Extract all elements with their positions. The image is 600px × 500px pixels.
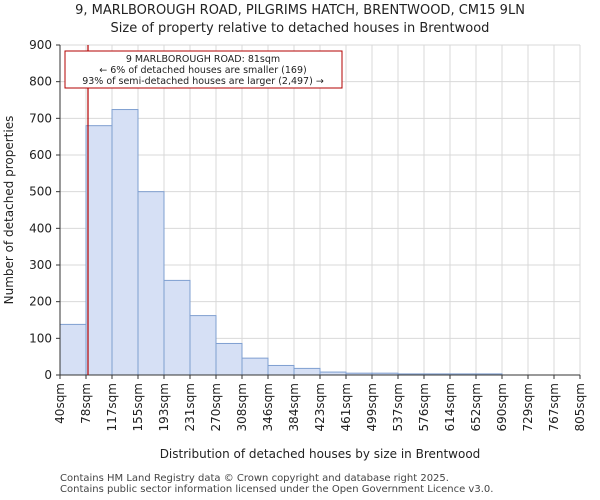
y-tick-label: 400 [29,221,52,235]
histogram-bar [138,192,164,375]
y-tick-label: 800 [29,75,52,89]
x-axis-label: Distribution of detached houses by size … [160,447,481,461]
x-tick-label: 40sqm [53,383,67,424]
histogram-bar [294,368,320,375]
x-tick-label: 690sqm [495,383,509,431]
x-tick-label: 231sqm [183,383,197,431]
y-tick-label: 900 [29,38,52,52]
y-tick-label: 200 [29,295,52,309]
annotation-line2: ← 6% of detached houses are smaller (169… [99,65,306,76]
annotation-line1: 9 MARLBOROUGH ROAD: 81sqm [126,54,280,65]
y-tick-label: 100 [29,331,52,345]
x-tick-label: 729sqm [521,383,535,431]
y-axis-label: Number of detached properties [2,116,16,305]
x-tick-label: 805sqm [573,383,587,431]
footer-line2: Contains public sector information licen… [60,484,493,495]
x-tick-label: 270sqm [209,383,223,431]
x-tick-label: 614sqm [443,383,457,431]
histogram-bar [242,358,268,375]
x-tick-label: 346sqm [261,383,275,431]
y-tick-label: 500 [29,185,52,199]
x-tick-label: 78sqm [79,383,93,424]
y-tick-label: 300 [29,258,52,272]
x-tick-label: 652sqm [469,383,483,431]
histogram-bar [268,365,294,375]
histogram-bar [190,316,216,375]
histogram-bar [112,110,138,375]
x-tick-label: 461sqm [339,383,353,431]
histogram-chart: 9, MARLBOROUGH ROAD, PILGRIMS HATCH, BRE… [0,0,600,500]
x-tick-label: 117sqm [105,383,119,431]
y-tick-label: 0 [44,368,52,382]
histogram-bar [216,343,242,375]
bars [60,110,502,375]
chart-title-line1: 9, MARLBOROUGH ROAD, PILGRIMS HATCH, BRE… [75,3,525,18]
histogram-bar [164,280,190,375]
x-tick-label: 193sqm [157,383,171,431]
y-tick-label: 700 [29,111,52,125]
footer-line1: Contains HM Land Registry data © Crown c… [60,473,449,484]
x-tick-label: 767sqm [547,383,561,431]
x-tick-label: 423sqm [313,383,327,431]
histogram-bar [86,126,112,375]
histogram-bar [60,324,86,375]
y-ticks: 0 100 200 300 400 500 600 700 800 900 [29,38,60,382]
annotation-line3: 93% of semi-detached houses are larger (… [82,76,324,87]
x-tick-label: 308sqm [235,383,249,431]
annotation-box: 9 MARLBOROUGH ROAD: 81sqm ← 6% of detach… [65,51,342,88]
x-ticks: 40sqm 78sqm 117sqm 155sqm 193sqm 231sqm 270sqm… [53,375,587,431]
chart-title-line2: Size of property relative to detached ho… [111,21,490,36]
x-tick-label: 499sqm [365,383,379,431]
y-tick-label: 600 [29,148,52,162]
x-tick-label: 576sqm [417,383,431,431]
x-tick-label: 384sqm [287,383,301,431]
x-tick-label: 537sqm [391,383,405,431]
x-tick-label: 155sqm [131,383,145,431]
